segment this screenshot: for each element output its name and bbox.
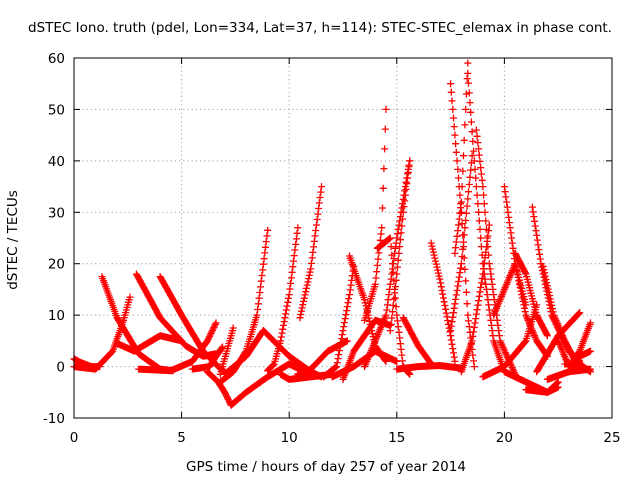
series-27-markers: [399, 314, 435, 368]
series-44-markers: [533, 309, 584, 376]
series-11: [227, 360, 304, 409]
series-39: [511, 249, 551, 340]
series-17: [296, 183, 325, 322]
series-8-markers: [188, 343, 226, 373]
x-tick-label: 25: [603, 430, 620, 446]
series-42-markers: [522, 378, 562, 396]
series-26: [361, 157, 414, 371]
series-31: [451, 59, 472, 257]
series-14: [264, 224, 302, 375]
y-tick-label: 50: [48, 102, 65, 118]
x-tick-label: 10: [281, 430, 298, 446]
series-23-markers: [361, 105, 390, 324]
series-27: [399, 314, 435, 368]
chart-title: dSTEC Iono. truth (pdel, Lon=334, Lat=37…: [28, 20, 612, 36]
series-36: [479, 301, 541, 381]
x-tick-label: 15: [388, 430, 405, 446]
series-11-markers: [227, 360, 304, 409]
x-tick-label: 20: [496, 430, 513, 446]
series-28-markers: [393, 362, 465, 373]
x-tick-label: 0: [70, 430, 79, 446]
series-10-markers: [216, 324, 237, 378]
series-6: [135, 319, 220, 375]
series-18-markers: [294, 337, 351, 378]
y-axis-label: dSTEC / TECUs: [5, 190, 21, 290]
y-tick-label: 30: [48, 205, 65, 221]
series-6-markers: [135, 319, 220, 375]
plot-frame: [73, 57, 613, 419]
y-tick-label: 0: [56, 360, 65, 376]
y-tick-label: 40: [48, 154, 65, 170]
series-29: [427, 239, 459, 365]
y-tick-label: 60: [48, 51, 65, 67]
y-tick-label: 20: [48, 257, 65, 273]
y-tick-label: 10: [48, 308, 65, 324]
series-10: [216, 324, 237, 378]
series-39-markers: [511, 249, 551, 340]
series-28: [393, 362, 465, 373]
x-axis-label: GPS time / hours of day 257 of year 2014: [186, 459, 466, 475]
series-17-markers: [296, 183, 325, 322]
series-23: [361, 105, 390, 324]
data-points: [70, 59, 594, 409]
series-8: [188, 343, 226, 373]
series-48: [561, 360, 594, 376]
series-35-markers: [447, 152, 476, 335]
series-34-markers: [472, 126, 519, 378]
series-42: [522, 378, 562, 396]
series-19-markers: [320, 262, 358, 381]
series-35: [447, 152, 476, 335]
series-31-markers: [451, 59, 472, 257]
series-29-markers: [427, 239, 459, 365]
series-48-markers: [561, 360, 594, 376]
series-13-markers: [221, 327, 267, 378]
series-36-markers: [479, 301, 541, 381]
series-34: [472, 126, 519, 378]
series-14-markers: [264, 224, 302, 375]
series-26-markers: [361, 157, 414, 371]
series-4-markers: [113, 332, 186, 355]
series-18: [294, 337, 351, 378]
series-19: [320, 262, 358, 381]
series-4: [113, 332, 186, 355]
x-tick-label: 5: [177, 430, 186, 446]
y-tick-label: -10: [43, 411, 65, 427]
series-13: [221, 327, 267, 378]
series-44: [533, 309, 584, 376]
